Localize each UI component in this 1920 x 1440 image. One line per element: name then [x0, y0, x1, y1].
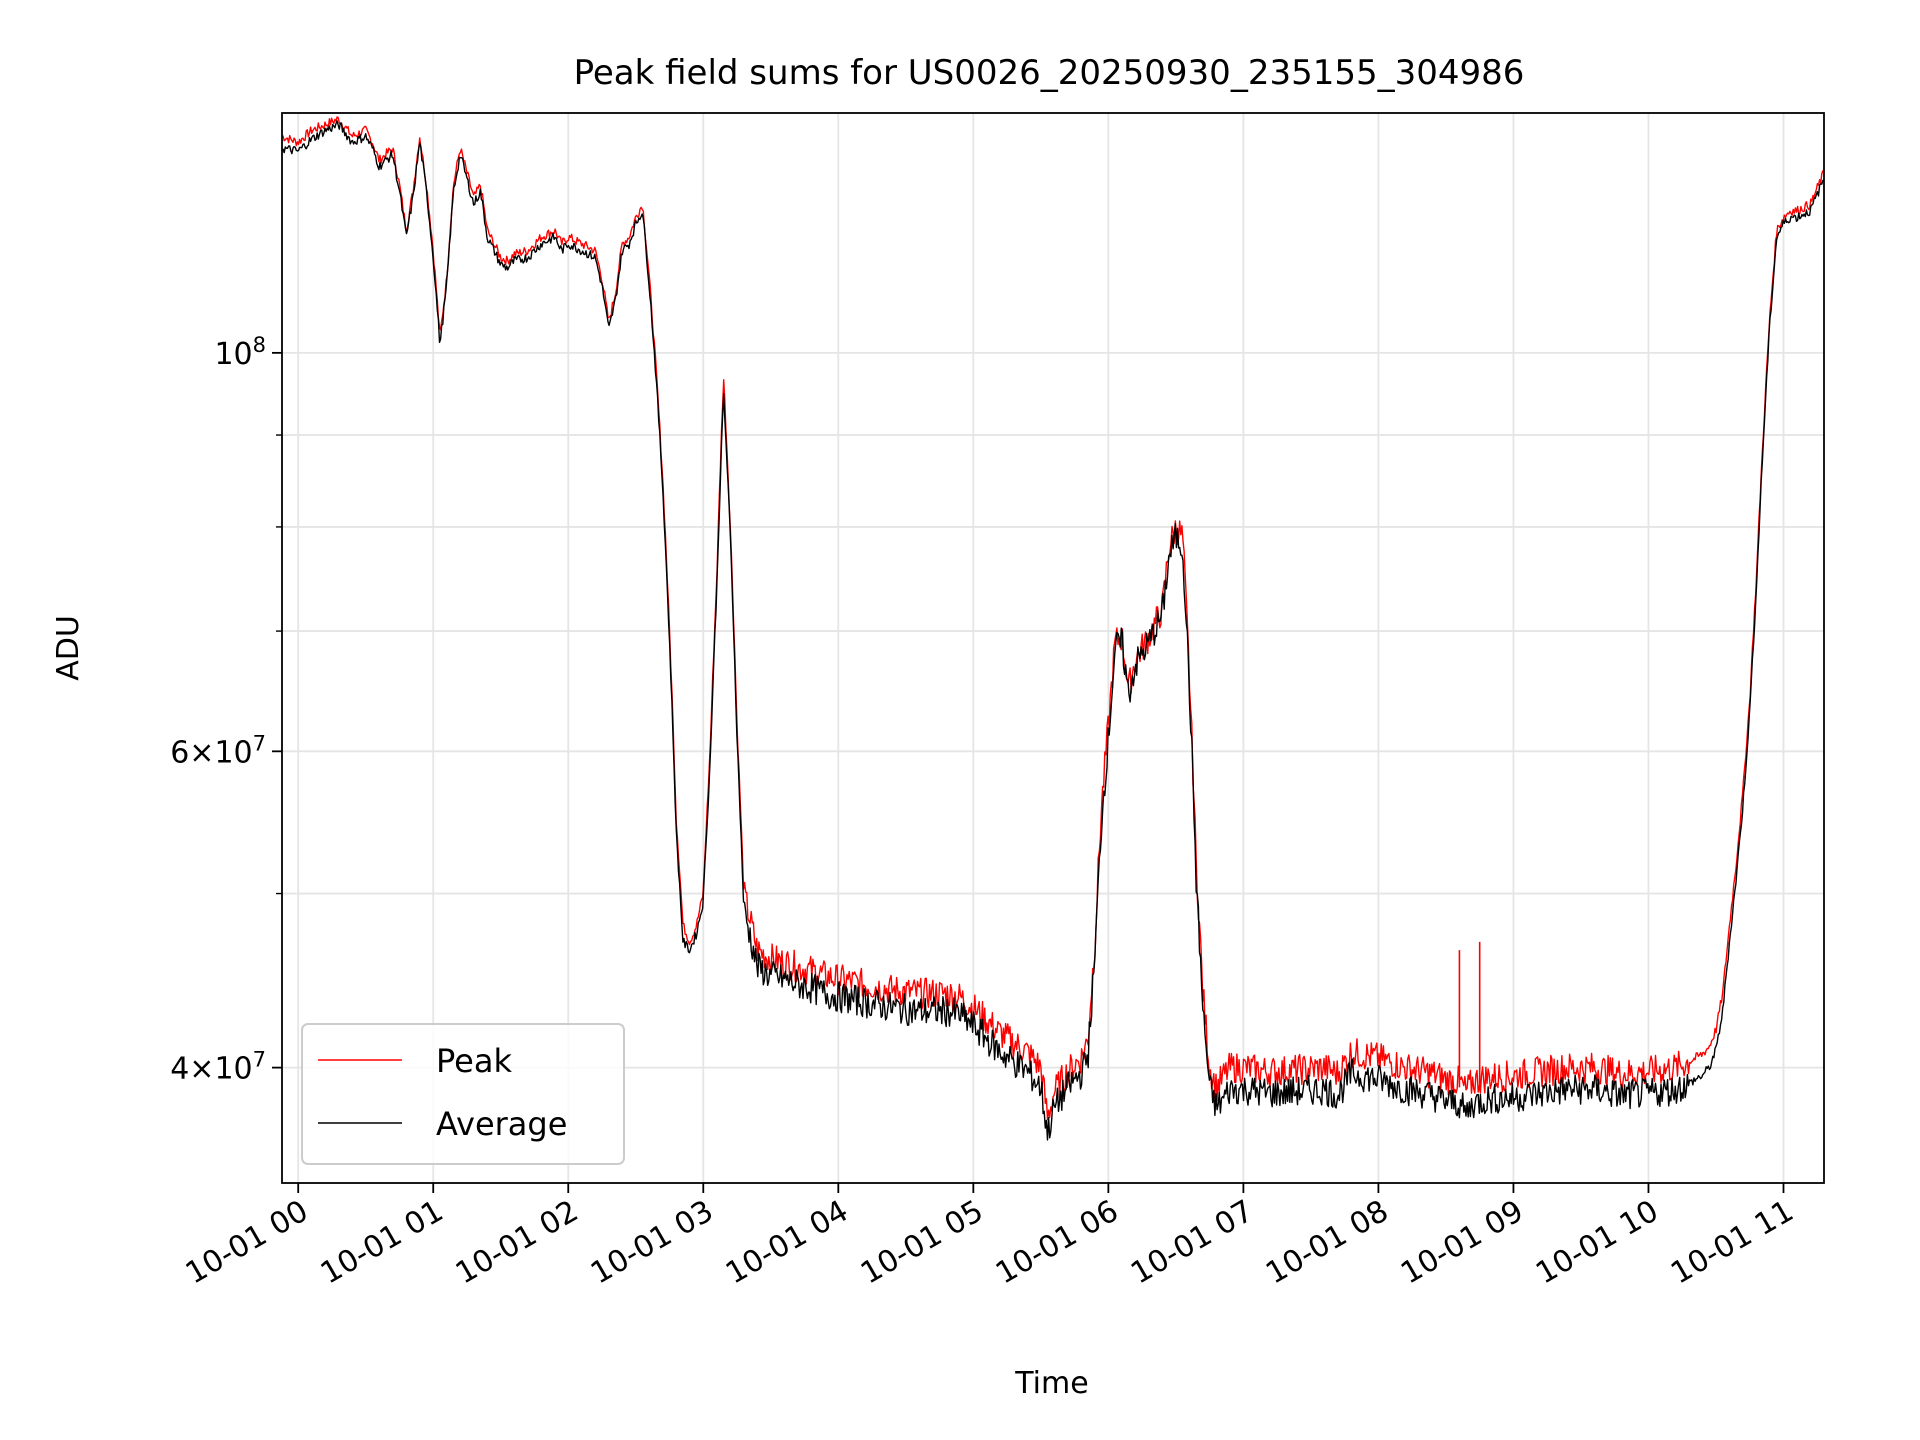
series-line-average — [281, 120, 1825, 1141]
y-tick-label: 4×107 — [170, 1048, 266, 1087]
x-axis-label: Time — [1014, 1366, 1088, 1401]
chart-title: Peak field sums for US0026_20250930_2351… — [574, 53, 1525, 93]
grid-layer — [282, 113, 1824, 1183]
legend-label-peak: Peak — [436, 1042, 512, 1080]
y-tick-label: 6×107 — [170, 731, 266, 770]
series-line-peak — [281, 116, 1825, 1121]
legend-box — [301, 1023, 625, 1165]
y-axis-label: ADU — [51, 615, 86, 681]
legend-label-average: Average — [436, 1105, 567, 1143]
legend: Peak Average — [301, 1023, 625, 1165]
series-layer — [281, 116, 1825, 1141]
plot-frame — [281, 112, 1825, 1184]
